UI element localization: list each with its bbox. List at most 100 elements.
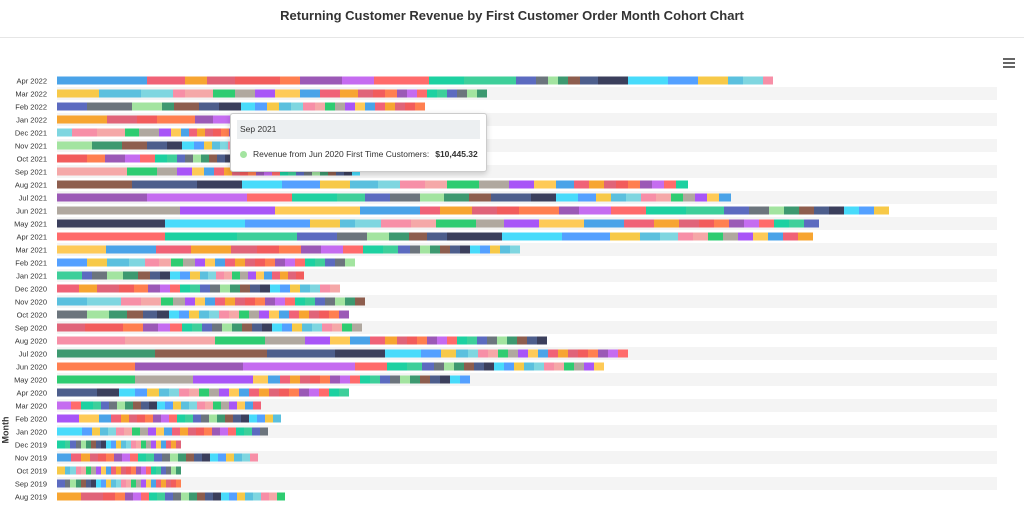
bar-segment[interactable] (229, 492, 237, 501)
bar-segment[interactable] (161, 414, 169, 423)
bar-segment[interactable] (156, 479, 161, 488)
bar-segment[interactable] (235, 89, 255, 98)
bar-segment[interactable] (162, 453, 170, 462)
bar-segment[interactable] (57, 193, 147, 202)
bar-segment[interactable] (656, 193, 671, 202)
bar-segment[interactable] (411, 219, 436, 228)
bar-segment[interactable] (236, 427, 244, 436)
bar-segment[interactable] (320, 284, 330, 293)
bar-segment[interactable] (57, 414, 79, 423)
bar-segment[interactable] (126, 479, 131, 488)
bar-segment[interactable] (185, 76, 207, 85)
bar-segment[interactable] (57, 206, 180, 215)
bar-segment[interactable] (100, 427, 108, 436)
bar-segment[interactable] (151, 466, 156, 475)
bar-segment[interactable] (255, 297, 265, 306)
bar-segment[interactable] (131, 466, 136, 475)
bar-segment[interactable] (179, 310, 189, 319)
bar-segment[interactable] (96, 479, 101, 488)
bar-segment[interactable] (97, 284, 119, 293)
bar-segment[interactable] (277, 492, 285, 501)
bar-segment[interactable] (360, 375, 370, 384)
bar-segment[interactable] (255, 258, 265, 267)
bar-segment[interactable] (202, 323, 212, 332)
bar-segment[interactable] (310, 284, 320, 293)
bar-segment[interactable] (574, 180, 589, 189)
bar-segment[interactable] (209, 310, 219, 319)
bar-segment[interactable] (301, 245, 321, 254)
bar-segment[interactable] (859, 206, 874, 215)
bar-segment[interactable] (114, 453, 122, 462)
bar-segment[interactable] (170, 323, 182, 332)
bar-segment[interactable] (124, 427, 132, 436)
bar-segment[interactable] (149, 401, 157, 410)
bar-segment[interactable] (57, 388, 97, 397)
bar-segment[interactable] (363, 245, 383, 254)
bar-segment[interactable] (119, 284, 134, 293)
bar-segment[interactable] (106, 245, 156, 254)
bar-segment[interactable] (385, 102, 395, 111)
bar-segment[interactable] (147, 141, 167, 150)
bar-segment[interactable] (57, 479, 65, 488)
bar-segment[interactable] (695, 193, 707, 202)
bar-segment[interactable] (340, 89, 358, 98)
bar-segment[interactable] (57, 76, 147, 85)
bar-segment[interactable] (290, 375, 300, 384)
bar-segment[interactable] (99, 89, 141, 98)
bar-segment[interactable] (285, 297, 295, 306)
bar-segment[interactable] (494, 362, 504, 371)
bar-segment[interactable] (729, 219, 744, 228)
bar-segment[interactable] (518, 349, 528, 358)
bar-segment[interactable] (467, 336, 477, 345)
bar-segment[interactable] (738, 232, 753, 241)
bar-segment[interactable] (141, 401, 149, 410)
bar-segment[interactable] (242, 323, 252, 332)
bar-segment[interactable] (96, 466, 101, 475)
bar-segment[interactable] (325, 102, 335, 111)
bar-segment[interactable] (176, 440, 181, 449)
bar-segment[interactable] (275, 258, 285, 267)
bar-segment[interactable] (157, 310, 169, 319)
bar-segment[interactable] (169, 310, 179, 319)
bar-segment[interactable] (121, 466, 126, 475)
bar-segment[interactable] (265, 258, 275, 267)
bar-segment[interactable] (844, 206, 859, 215)
bar-segment[interactable] (70, 466, 76, 475)
bar-segment[interactable] (244, 427, 252, 436)
bar-segment[interactable] (491, 193, 531, 202)
bar-segment[interactable] (173, 492, 181, 501)
bar-segment[interactable] (161, 466, 166, 475)
bar-segment[interactable] (132, 427, 140, 436)
bar-segment[interactable] (167, 141, 182, 150)
bar-segment[interactable] (743, 76, 763, 85)
bar-segment[interactable] (158, 323, 170, 332)
bar-segment[interactable] (335, 349, 385, 358)
bar-segment[interactable] (165, 492, 173, 501)
bar-segment[interactable] (135, 362, 243, 371)
bar-segment[interactable] (225, 154, 233, 163)
bar-segment[interactable] (197, 180, 242, 189)
bar-segment[interactable] (137, 115, 157, 124)
bar-segment[interactable] (219, 388, 229, 397)
bar-segment[interactable] (237, 232, 297, 241)
bar-segment[interactable] (93, 401, 101, 410)
bar-segment[interactable] (652, 180, 664, 189)
bar-segment[interactable] (660, 232, 678, 241)
bar-segment[interactable] (189, 310, 199, 319)
bar-segment[interactable] (578, 349, 588, 358)
bar-segment[interactable] (180, 284, 190, 293)
bar-segment[interactable] (385, 336, 397, 345)
bar-segment[interactable] (280, 76, 300, 85)
bar-segment[interactable] (420, 245, 430, 254)
bar-segment[interactable] (129, 258, 145, 267)
bar-segment[interactable] (57, 362, 135, 371)
bar-segment[interactable] (192, 323, 202, 332)
bar-segment[interactable] (65, 440, 70, 449)
bar-segment[interactable] (76, 479, 81, 488)
bar-segment[interactable] (548, 76, 558, 85)
bar-segment[interactable] (117, 401, 125, 410)
bar-segment[interactable] (171, 258, 183, 267)
bar-segment[interactable] (608, 349, 618, 358)
bar-segment[interactable] (253, 492, 261, 501)
bar-segment[interactable] (425, 180, 447, 189)
